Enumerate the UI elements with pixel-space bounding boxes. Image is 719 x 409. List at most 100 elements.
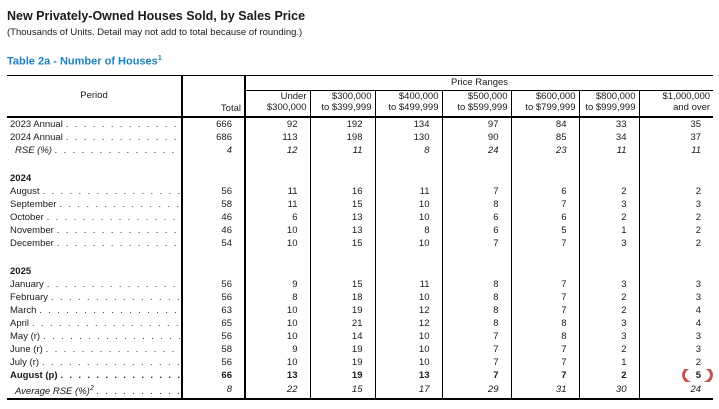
row-label-cell: October. . . . . . . . . . . . . . . . .…: [7, 210, 183, 224]
table-row: October. . . . . . . . . . . . . . . . .…: [7, 210, 713, 224]
row-label: 2024: [10, 172, 32, 184]
dot-leader: . . . . . . . . . . . . . . . . . . . . …: [56, 237, 180, 248]
table-row: January. . . . . . . . . . . . . . . . .…: [7, 277, 713, 291]
value-cell: [511, 249, 580, 265]
value-cell: 8: [245, 290, 311, 304]
value-cell: 8: [375, 223, 443, 237]
value-cell: 10: [245, 316, 311, 330]
value-cell: 3: [579, 316, 640, 330]
table-row: April. . . . . . . . . . . . . . . . . .…: [7, 316, 713, 330]
value-cell: 92: [245, 116, 311, 131]
value-cell: 11: [579, 143, 640, 157]
value-cell: 23: [511, 143, 580, 157]
value-cell: 2: [579, 303, 640, 317]
value-cell: 3: [579, 277, 640, 291]
value-cell: 3: [695, 278, 702, 290]
value-cell: 17: [375, 381, 443, 400]
value-cell: 7: [511, 355, 580, 369]
value-cell: 1: [579, 223, 640, 237]
value-cell: 16: [310, 184, 376, 198]
page-title: New Privately-Owned Houses Sold, by Sale…: [7, 9, 306, 23]
table-row: June (r). . . . . . . . . . . . . . . . …: [7, 342, 713, 356]
value-cell: 56: [182, 290, 246, 304]
value-cell: 192: [310, 116, 376, 131]
row-label: November: [10, 224, 54, 236]
value-cell: 8: [442, 197, 512, 211]
value-cell: 10: [375, 197, 443, 211]
value-cell: 11: [691, 144, 702, 156]
value-cell: 7: [442, 184, 512, 198]
dot-leader: . . . . . . . . . . . . . . . . . . . . …: [60, 369, 181, 380]
dot-leader: . . . . . . . . . . . . . . . . . . . . …: [42, 356, 180, 367]
value-cell: 6: [511, 184, 580, 198]
value-cell: 15: [310, 381, 376, 400]
value-cell: 56: [182, 277, 246, 291]
value-cell: 130: [375, 130, 443, 144]
row-label-cell: March. . . . . . . . . . . . . . . . . .…: [7, 303, 183, 317]
value-cell: 56: [182, 355, 246, 369]
table-row: 2025: [7, 264, 713, 278]
column-header-price-range: $1,000,000 and over: [639, 90, 714, 118]
value-cell: 7: [442, 342, 512, 356]
value-cell: 21: [310, 316, 376, 330]
spacer-row: [7, 156, 713, 172]
value-cell: [442, 264, 512, 278]
value-cell: 65: [182, 316, 246, 330]
column-header-price-range: $300,000 to $399,999: [310, 90, 376, 118]
value-cell: 8: [442, 316, 512, 330]
value-cell: 8: [511, 329, 580, 343]
value-cell: 12: [245, 143, 311, 157]
value-cell: 2: [695, 211, 702, 223]
value-cell: 2: [579, 342, 640, 356]
row-label-cell: 2025: [7, 264, 183, 278]
value-cell: 10: [375, 355, 443, 369]
value-cell: 85: [511, 130, 580, 144]
row-label-cell: [7, 249, 183, 265]
value-cell: [182, 249, 246, 265]
value-cell: 686: [182, 130, 246, 144]
value-cell: [639, 265, 713, 278]
value-cell: 63: [182, 303, 246, 317]
value-cell: 30: [579, 381, 640, 400]
row-label: 2025: [10, 265, 32, 277]
value-cell: 3: [695, 330, 702, 342]
value-cell: 11: [245, 197, 311, 211]
value-cell: 6: [442, 223, 512, 237]
value-cell: [579, 156, 640, 172]
row-label-cell: June (r). . . . . . . . . . . . . . . . …: [7, 342, 183, 356]
value-cell: 35: [690, 118, 702, 130]
annotation-circle: [682, 368, 714, 382]
table-row: 2023 Annual. . . . . . . . . . . . . . .…: [7, 116, 713, 131]
value-cell: 4: [182, 143, 246, 157]
value-cell: 7: [442, 236, 512, 250]
page-subtitle: (Thousands of Units. Detail may not add …: [7, 27, 303, 38]
table-row: November. . . . . . . . . . . . . . . . …: [7, 223, 713, 237]
value-cell: 11: [245, 184, 311, 198]
dot-leader: . . . . . . . . . . . . . . . . . . . . …: [46, 278, 180, 289]
value-cell: 15: [310, 277, 376, 291]
column-header-price-range: $500,000 to $599,999: [442, 90, 512, 118]
value-cell: 19: [310, 368, 376, 382]
dot-leader: . . . . . . . . . . . . . . . . . . . . …: [56, 224, 180, 235]
header-row-top: Period Total Price Ranges: [7, 74, 714, 118]
dot-leader: . . . . . . . . . . . . . . . . . . . . …: [59, 198, 181, 209]
row-label: May (r): [10, 330, 41, 342]
row-label-cell: September. . . . . . . . . . . . . . . .…: [7, 197, 183, 211]
row-label-cell: November. . . . . . . . . . . . . . . . …: [7, 223, 183, 237]
value-cell: 7: [511, 277, 580, 291]
value-cell: [245, 264, 311, 278]
row-label: July (r): [10, 356, 40, 368]
value-cell: 33: [579, 116, 640, 131]
value-cell: 14: [310, 329, 376, 343]
value-cell: [245, 249, 311, 265]
value-cell: 4: [695, 317, 702, 329]
column-header-price-range: $400,000 to $499,999: [375, 90, 443, 118]
value-cell: [579, 249, 640, 265]
row-label: January: [10, 278, 44, 290]
row-label-cell: February. . . . . . . . . . . . . . . . …: [7, 290, 183, 304]
dot-leader: . . . . . . . . . . . . . . . . . . . . …: [54, 144, 180, 155]
value-cell: [182, 156, 246, 172]
value-cell: 19: [310, 303, 376, 317]
table-body: 2023 Annual. . . . . . . . . . . . . . .…: [7, 116, 714, 400]
value-cell: 13: [245, 368, 311, 382]
